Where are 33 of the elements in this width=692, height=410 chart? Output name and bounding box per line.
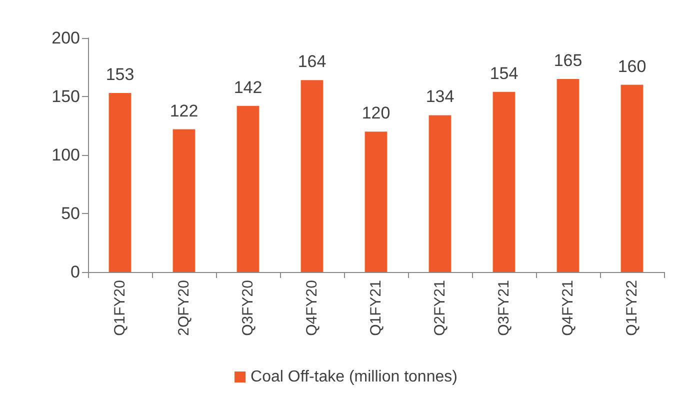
x-tick-label: 2QFY20: [176, 280, 192, 336]
y-tick-label: 0: [70, 262, 80, 282]
data-label: 120: [362, 104, 390, 123]
x-tick-label: Q3FY20: [240, 280, 256, 336]
bar: [556, 78, 580, 272]
bar: [364, 132, 388, 272]
data-label: 165: [554, 50, 582, 70]
y-tick-label: 150: [52, 87, 80, 106]
x-tick-label: Q4FY21: [560, 280, 576, 336]
bar: [108, 92, 132, 272]
bar: [236, 106, 260, 272]
data-label: 160: [618, 56, 646, 76]
data-label: 153: [106, 64, 134, 84]
y-tick-label: 100: [52, 146, 80, 164]
legend-label: Coal Off-take (million tonnes): [250, 368, 458, 386]
data-label: 154: [490, 64, 518, 83]
bar: [620, 84, 644, 272]
data-label: 164: [298, 52, 326, 72]
bar: [428, 115, 452, 272]
y-tick-label: 200: [52, 28, 80, 48]
x-tick-label: Q1FY22: [624, 280, 640, 336]
x-tick-label: Q4FY20: [304, 280, 320, 336]
x-tick-label: Q3FY21: [496, 280, 512, 336]
data-label: 122: [170, 101, 198, 120]
x-tick-label: Q2FY21: [432, 280, 448, 336]
x-tick-label: Q1FY20: [112, 280, 128, 336]
bar: [300, 80, 324, 272]
x-tick-label: Q1FY21: [368, 280, 384, 336]
y-tick-label: 50: [61, 204, 80, 223]
data-label: 134: [426, 87, 454, 106]
bar: [492, 92, 516, 272]
bar: [172, 129, 196, 272]
data-label: 142: [234, 78, 262, 97]
